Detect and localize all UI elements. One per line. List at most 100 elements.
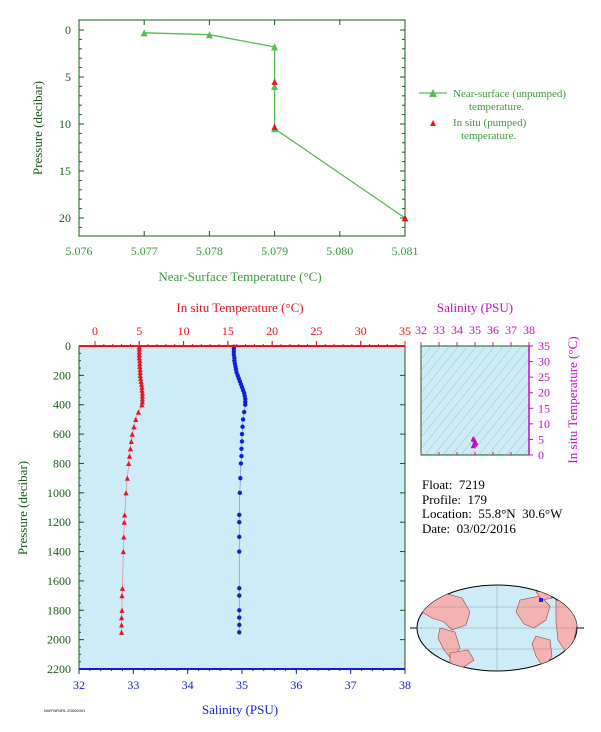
unpumped-point (205, 31, 213, 39)
ts-ytick-label: 25 (538, 370, 550, 384)
temperature-point (137, 363, 143, 370)
near-surface-legend: Near-surface (unpumped) temperature. In … (419, 88, 566, 142)
profile-chart: 0 5 10 15 20 25 30 35 32 33 34 35 36 37 38 0 200 400 600 80… (15, 300, 411, 717)
pumped-point (401, 214, 409, 222)
salinity-point (238, 475, 243, 481)
temperature-point (136, 352, 142, 358)
salinity-tick-label: 33 (127, 678, 139, 692)
pressure-tick-label: 200 (53, 368, 71, 382)
near-surface-plot-frame (78, 19, 406, 237)
density-contour (442, 347, 529, 455)
density-contour (433, 346, 523, 455)
near-surface-xlabel: Near-Surface Temperature (°C) (158, 269, 321, 284)
pumped-point (271, 123, 278, 131)
unpumped-point (271, 82, 279, 90)
salinity-tick-label: 38 (399, 678, 411, 692)
density-contour (505, 426, 529, 455)
pressure-tick-label: 600 (53, 427, 71, 441)
map-graticule (417, 585, 577, 671)
legend-unpumped-marker (429, 89, 437, 97)
ts-xtick-label: 36 (487, 323, 499, 337)
salinity-tick-label: 34 (182, 678, 194, 692)
pressure-tick-label: 1400 (47, 545, 71, 559)
ts-ytick-label: 15 (538, 401, 550, 415)
density-contour (523, 448, 529, 455)
density-contour (424, 346, 514, 455)
temperature-point (139, 396, 145, 402)
temperature-tick-label: 15 (222, 324, 234, 338)
temperature-point (138, 375, 144, 381)
temperature-point (131, 424, 137, 430)
ts-ylabel: In situ Temperature (°C) (565, 336, 580, 463)
pumped-point (271, 78, 278, 85)
float-info: Float: 7219 Profile: 179 Location: 55.8°… (422, 477, 563, 536)
unpumped-point (271, 43, 279, 51)
salinity-point (237, 615, 242, 620)
unpumped-line (144, 32, 406, 219)
near-surface-xtick-label: 5.081 (392, 244, 419, 258)
near-surface-ylabel: Pressure (decibar) (30, 81, 45, 175)
density-contour (496, 414, 529, 455)
density-contour (460, 370, 529, 455)
ts-point (470, 435, 476, 442)
pressure-tick-label: 400 (53, 398, 71, 412)
temperature-point (119, 585, 126, 591)
near-surface-xtick-label: 5.079 (261, 244, 288, 258)
salinity-point (237, 519, 242, 525)
salinity-point (238, 461, 244, 466)
float-id: Float: 7219 (422, 477, 485, 492)
ts-plot-frame (420, 345, 530, 456)
temperature-point (119, 607, 125, 613)
profile-bottom-xlabel: Salinity (PSU) (202, 702, 278, 717)
temperature-point (137, 358, 143, 364)
temperature-tick-label: 5 (136, 324, 142, 338)
temperature-point (118, 629, 125, 635)
temperature-point (139, 390, 145, 396)
temperature-tick-label: 25 (310, 324, 322, 338)
density-contour (421, 346, 505, 450)
temperature-point (124, 475, 130, 481)
ts-ytick-label: 10 (538, 417, 550, 431)
salinity-point (237, 549, 242, 554)
ts-xtick-label: 33 (433, 323, 445, 337)
temperature-point (123, 490, 129, 496)
density-contour (487, 403, 529, 455)
density-contour (421, 346, 478, 416)
ts-ytick-label: 0 (538, 448, 544, 462)
salinity-point (237, 586, 242, 591)
salinity-point (239, 431, 245, 437)
density-contour (525, 316, 601, 465)
pressure-tick-label: 1000 (47, 486, 71, 500)
temperature-point (136, 346, 142, 352)
salinity-point (237, 593, 242, 598)
temperature-point (126, 460, 132, 467)
near-surface-ytick-label: 10 (59, 117, 71, 131)
ts-ytick-label: 30 (538, 355, 550, 369)
density-contour (451, 359, 529, 455)
temperature-point (119, 592, 125, 599)
ts-ytick-label: 5 (538, 432, 544, 446)
density-contour (421, 346, 487, 427)
temperature-point (135, 409, 141, 415)
profile-ylabel: Pressure (decibar) (15, 461, 30, 555)
salinity-point (237, 630, 242, 635)
temperature-point (137, 366, 143, 373)
ts-point (472, 439, 478, 445)
float-location-marker (539, 598, 543, 602)
temperature-point (118, 615, 125, 621)
pressure-tick-label: 2000 (47, 633, 71, 647)
salinity-point (239, 439, 245, 444)
location: Location: 55.8°N 30.6°W (422, 506, 563, 521)
temperature-point (129, 431, 135, 437)
temperature-point (118, 622, 125, 628)
temperature-tick-label: 30 (355, 324, 367, 338)
legend-pumped-marker (430, 120, 436, 126)
salinity-point (237, 490, 243, 496)
temperature-point (133, 416, 139, 423)
legend-pumped-label-2: temperature. (461, 130, 517, 142)
temperature-point (136, 355, 142, 361)
density-contour (421, 346, 496, 438)
unpumped-point (140, 29, 148, 37)
